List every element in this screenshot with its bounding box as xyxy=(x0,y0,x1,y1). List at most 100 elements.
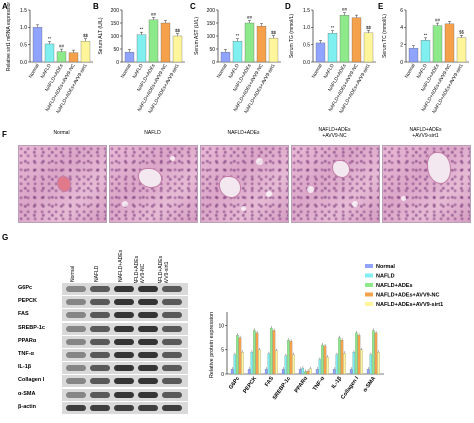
bar xyxy=(270,327,273,375)
x-tick-label: NAFLD xyxy=(40,63,53,80)
bar xyxy=(366,369,370,375)
chart-a-sirt1-mrna: Relative sirt1 mRNA expression 0.0 0.5 1.0 1… xyxy=(6,2,93,115)
x-tick-label: PPARα xyxy=(294,375,310,394)
x-tick-label: IL-1β xyxy=(331,375,344,390)
wb-row-label: α-SMA xyxy=(18,390,36,397)
wb-band-row xyxy=(62,283,188,295)
bar xyxy=(323,345,327,375)
wb-band xyxy=(162,325,182,332)
bar xyxy=(432,25,443,63)
bar xyxy=(298,369,302,375)
y-tick-label: 1.5 xyxy=(20,8,27,14)
wb-band xyxy=(114,338,134,345)
x-tick-label: NAFLD xyxy=(416,63,429,80)
bar xyxy=(292,354,295,375)
y-tick-label: 100 xyxy=(207,34,216,40)
bar xyxy=(355,332,358,375)
wb-band xyxy=(162,391,182,398)
histo-image-normal xyxy=(18,145,107,223)
wb-band xyxy=(162,338,182,345)
chart-c-serum-ast: Serum AST (U/L) 0 50 100 150 200 Normal ** NAFLD… xyxy=(194,8,281,115)
bar xyxy=(267,353,270,375)
x-tick-label: NAFLD xyxy=(132,63,145,80)
y-axis-label: Serum AST (U/L) xyxy=(194,17,200,55)
wb-band xyxy=(138,312,158,319)
bar xyxy=(244,22,255,63)
bar xyxy=(275,350,278,375)
bar xyxy=(338,337,341,375)
bar xyxy=(420,40,431,63)
significance-mark: ## xyxy=(247,15,253,20)
significance-mark: ** xyxy=(236,33,240,38)
significance-mark: ## xyxy=(342,7,348,12)
bar xyxy=(250,352,253,375)
bar xyxy=(327,33,338,63)
y-tick-label: 4 xyxy=(400,25,403,31)
wb-row-label: IL-1β xyxy=(18,364,32,371)
wb-band xyxy=(138,352,158,358)
bar xyxy=(318,359,321,375)
wb-band xyxy=(66,404,86,411)
wb-band-row xyxy=(62,362,188,375)
wb-band xyxy=(66,299,86,306)
significance-mark: $$ xyxy=(83,33,89,38)
significance-mark: ## xyxy=(151,12,157,17)
y-tick-label: 10 xyxy=(218,323,224,329)
wb-band xyxy=(114,312,134,319)
wb-band-row xyxy=(62,375,188,388)
y-tick-label: 0 xyxy=(212,60,215,66)
x-tick-label: NAFLD xyxy=(323,63,336,80)
bar xyxy=(349,369,353,375)
wb-row-label: PPARα xyxy=(18,337,37,344)
y-tick-label: 0 xyxy=(116,60,119,66)
wb-band xyxy=(90,325,110,332)
bar xyxy=(264,369,268,375)
bar xyxy=(241,352,244,375)
wb-band xyxy=(90,286,110,292)
panel-label-d: D xyxy=(285,2,291,11)
x-tick-label: Collagen I xyxy=(340,375,360,400)
y-axis-label: Relative sirt1 mRNA expression xyxy=(6,2,12,71)
histo-title-normal: Normal xyxy=(53,130,70,136)
bar xyxy=(369,354,373,375)
wb-band-row xyxy=(62,296,188,309)
y-tick-label: 2 xyxy=(400,42,403,48)
significance-mark: $$ xyxy=(366,25,372,30)
significance-mark: ** xyxy=(140,27,144,32)
bar xyxy=(80,41,91,63)
bar xyxy=(306,370,310,375)
bar xyxy=(352,352,356,375)
histo-image-avv-nc xyxy=(291,145,380,223)
bar xyxy=(343,353,346,375)
bar xyxy=(408,47,419,63)
bar xyxy=(32,27,43,63)
wb-band xyxy=(138,286,158,292)
bar xyxy=(232,41,243,63)
wb-band-row xyxy=(62,401,188,414)
significance-mark: $$ xyxy=(459,30,465,35)
wb-band xyxy=(138,299,158,306)
histo-title-avv-sirt1: NAFLD+ADEs +AVV9-sirt1 xyxy=(409,127,442,139)
bar xyxy=(377,352,380,375)
wb-band xyxy=(114,404,134,411)
histo-title-avv-nc: NAFLD+ADEs +AVV9-NC xyxy=(318,127,351,139)
legend-label: NAFLD xyxy=(376,274,395,280)
y-tick-label: 150 xyxy=(207,21,216,27)
x-tick-label: PEPCK xyxy=(242,376,258,395)
bar xyxy=(238,337,242,375)
wb-band xyxy=(138,391,158,398)
wb-band xyxy=(90,299,110,306)
bar xyxy=(56,51,67,63)
y-axis-label: Relative protein expression xyxy=(209,312,215,378)
wb-band-row xyxy=(62,388,188,401)
y-tick-label: 0 xyxy=(400,60,403,66)
bar xyxy=(444,23,455,63)
bar xyxy=(255,332,259,375)
bar xyxy=(272,330,276,375)
significance-mark: ** xyxy=(48,36,52,41)
y-tick-label: 0.0 xyxy=(303,60,310,66)
chart-e-serum-tc: Serum TC (mmol/L)0246Normal**NAFLD##NAFL… xyxy=(382,8,469,115)
bar xyxy=(289,341,293,375)
y-tick-label: 0.5 xyxy=(20,42,27,48)
y-axis-label: Serum TG (mmol/L) xyxy=(289,14,295,58)
